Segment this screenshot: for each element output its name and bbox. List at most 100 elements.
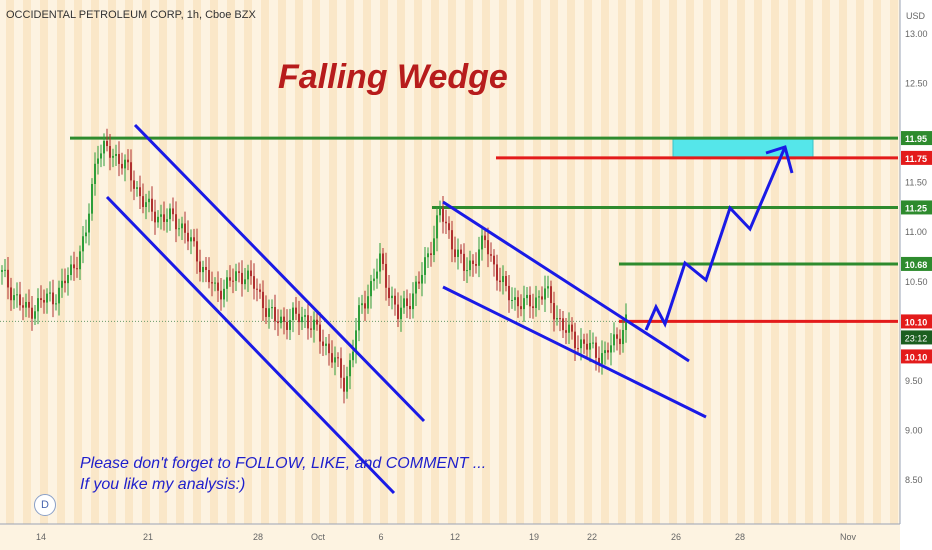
- candle-body: [568, 324, 570, 333]
- candle-body: [475, 263, 477, 266]
- candle-body: [94, 163, 96, 185]
- candle-body: [352, 351, 354, 361]
- bg-stripe: [108, 0, 116, 524]
- candle-body: [223, 288, 225, 300]
- candle-body: [379, 253, 381, 272]
- level-price-label: 11.75: [905, 154, 927, 164]
- candle-body: [34, 311, 36, 319]
- candle-body: [163, 214, 165, 222]
- candle-body: [421, 274, 423, 284]
- candle-body: [1, 270, 3, 272]
- bg-stripe: [346, 0, 354, 524]
- x-tick-label: Oct: [311, 532, 326, 542]
- candle-body: [205, 266, 207, 271]
- dividend-badge[interactable]: D: [34, 494, 56, 516]
- candle-body: [550, 286, 552, 304]
- candle-body: [214, 282, 216, 284]
- candle-body: [61, 280, 63, 288]
- y-tick-label: 12.50: [905, 79, 928, 89]
- x-tick-label: 14: [36, 532, 46, 542]
- candle-body: [133, 180, 135, 189]
- candle-body: [310, 328, 312, 330]
- candle-body: [244, 279, 246, 285]
- candle-body: [442, 208, 444, 222]
- candle-body: [385, 263, 387, 288]
- level-price-tag: [901, 200, 932, 215]
- bg-stripe: [567, 0, 575, 524]
- level-price-tag: [901, 150, 932, 165]
- candle-body: [136, 187, 138, 189]
- x-tick-label: 28: [735, 532, 745, 542]
- candle-body: [295, 307, 297, 314]
- candle-body: [256, 288, 258, 290]
- x-tick-label: Nov: [840, 532, 857, 542]
- level-price-tag: [901, 131, 932, 146]
- bg-stripe: [601, 0, 609, 524]
- bg-stripe: [261, 0, 269, 524]
- countdown-tag: [901, 330, 932, 345]
- candle-body: [595, 342, 597, 358]
- candle-body: [439, 208, 441, 216]
- candle-body: [598, 357, 600, 364]
- candle-body: [121, 163, 123, 169]
- candle-body: [55, 303, 57, 305]
- bg-stripe: [329, 0, 337, 524]
- candle-body: [73, 264, 75, 269]
- candle-body: [490, 254, 492, 256]
- candle-body: [331, 353, 333, 363]
- candle-body: [220, 290, 222, 300]
- candle-body: [28, 301, 30, 308]
- bg-stripe: [125, 0, 133, 524]
- candle-body: [139, 187, 141, 197]
- candle-body: [103, 141, 105, 154]
- candle-body: [130, 162, 132, 181]
- candle-body: [181, 223, 183, 229]
- candle-body: [307, 315, 309, 329]
- candle-body: [259, 289, 261, 292]
- candle-body: [505, 276, 507, 286]
- candle-body: [151, 198, 153, 212]
- projection-arrowhead: [765, 145, 794, 174]
- candle-body: [625, 314, 627, 331]
- candle-body: [22, 305, 24, 308]
- bg-stripe: [159, 0, 167, 524]
- candle-body: [496, 264, 498, 281]
- bg-stripe: [805, 0, 813, 524]
- candle-body: [463, 253, 465, 271]
- candle-body: [619, 338, 621, 345]
- candle-body: [409, 305, 411, 310]
- candle-body: [391, 295, 393, 299]
- bg-stripe: [720, 0, 728, 524]
- bg-stripe: [839, 0, 847, 524]
- candle-body: [37, 298, 39, 312]
- candle-body: [334, 357, 336, 363]
- candle-body: [604, 350, 606, 354]
- candle-body: [406, 298, 408, 306]
- candle-body: [481, 235, 483, 250]
- candle-body: [460, 249, 462, 254]
- currency-label: USD: [906, 11, 926, 21]
- candle-body: [376, 271, 378, 279]
- candle-body: [511, 300, 513, 302]
- level-price-tag: [901, 256, 932, 271]
- candle-body: [91, 184, 93, 214]
- candle-body: [403, 298, 405, 308]
- bg-stripe: [856, 0, 864, 524]
- candle-body: [328, 343, 330, 354]
- bg-stripe: [703, 0, 711, 524]
- candle-body: [166, 219, 168, 222]
- y-tick-label: 10.50: [905, 277, 928, 287]
- candle-body: [175, 214, 177, 230]
- candle-body: [253, 276, 255, 289]
- candle-body: [364, 303, 366, 309]
- candle-body: [610, 345, 612, 353]
- candle-body: [571, 324, 573, 332]
- bg-stripe: [754, 0, 762, 524]
- bg-stripe: [890, 0, 898, 524]
- candle-body: [202, 266, 204, 273]
- candle-body: [613, 334, 615, 346]
- candle-body: [283, 316, 285, 322]
- candle-body: [607, 350, 609, 353]
- candle-body: [238, 271, 240, 273]
